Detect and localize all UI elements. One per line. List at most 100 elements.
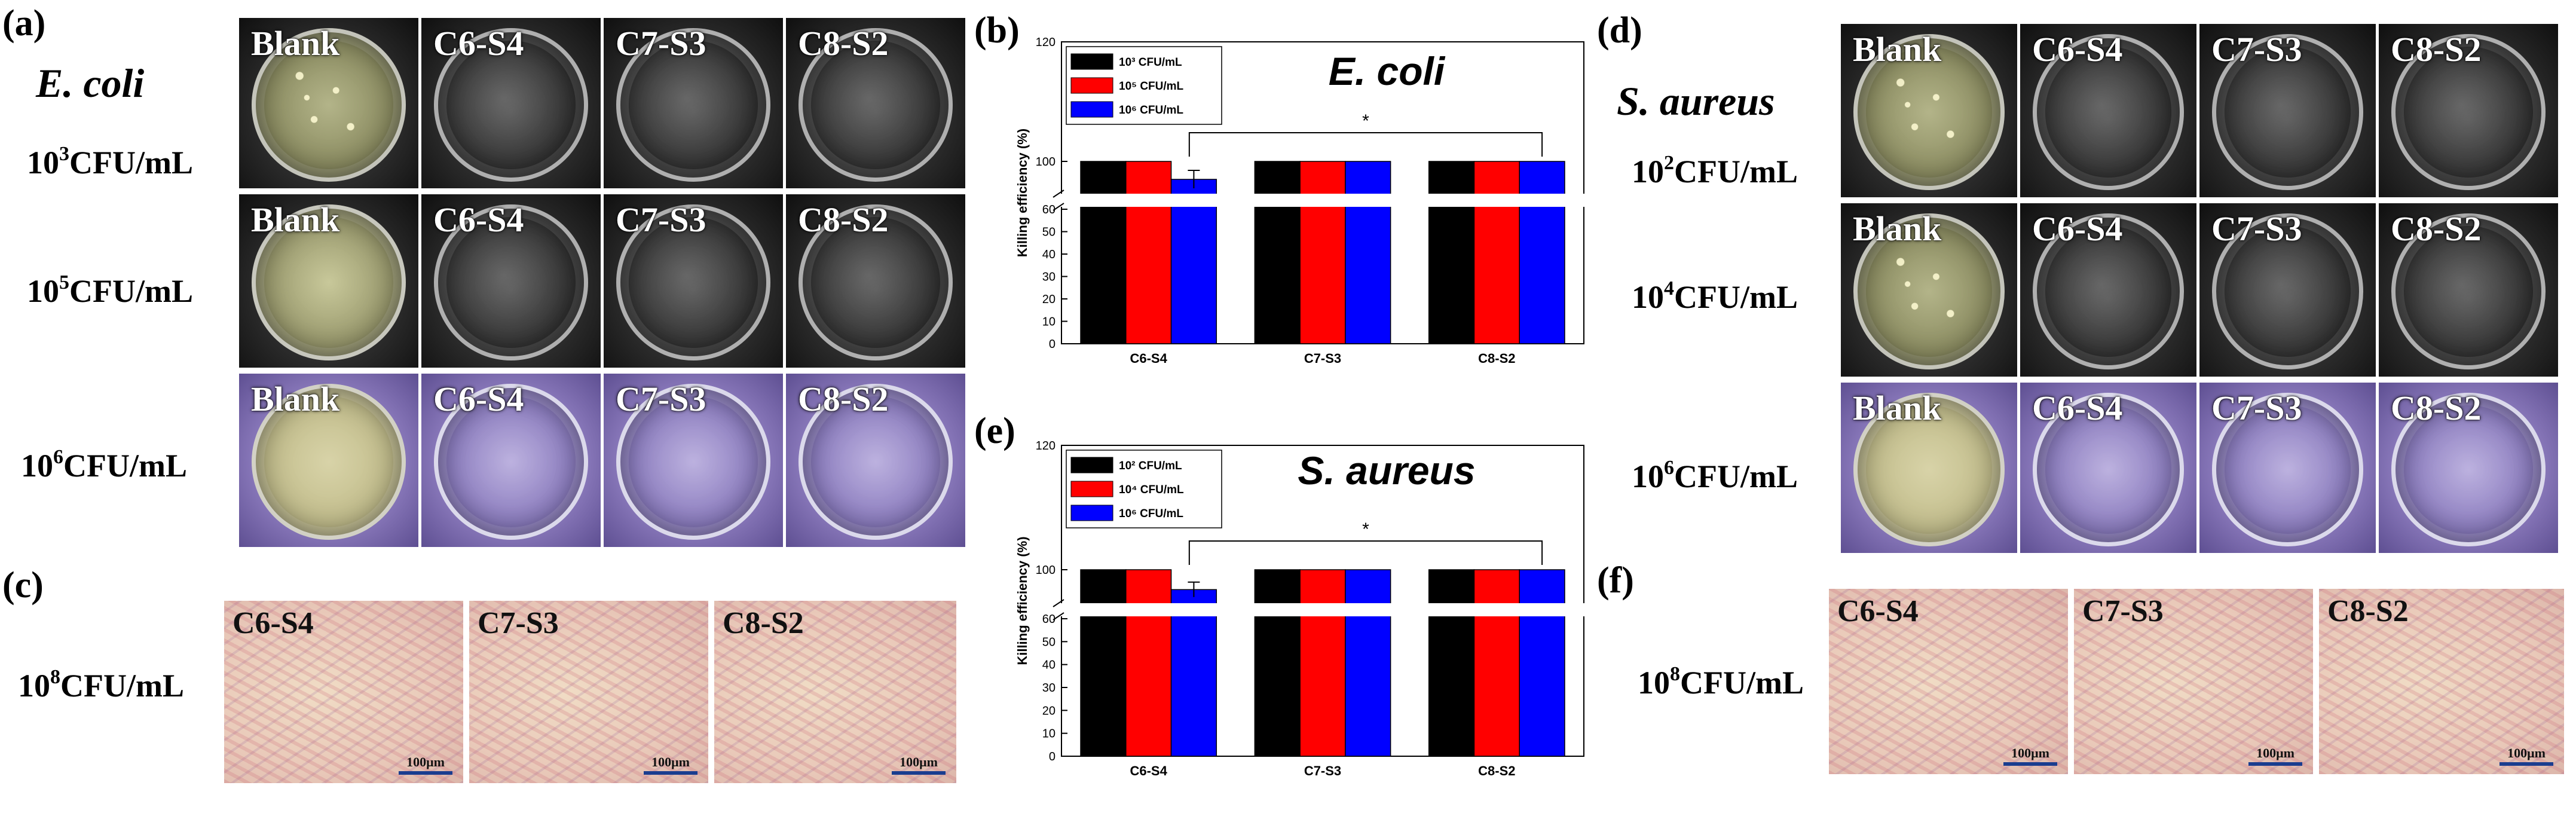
axis-break-mark [1053, 599, 1064, 607]
legend-swatch [1070, 77, 1113, 94]
tile-label: C8-S2 [798, 380, 889, 418]
tile-label: Blank [251, 200, 340, 239]
y-tick-label: 40 [1042, 659, 1056, 672]
significance-bracket [1188, 132, 1543, 157]
legend-swatch [1070, 457, 1113, 473]
bar [1299, 569, 1346, 757]
petri-dish-photo: C8-S2 [2379, 383, 2558, 553]
histology-image: C8-S2 100μm [714, 601, 956, 783]
petri-dish-photo: C7-S3 [604, 194, 783, 368]
y-tick-label: 60 [1042, 613, 1056, 626]
tile-label: C6-S4 [232, 606, 314, 640]
tile-label: C7-S3 [616, 380, 706, 418]
legend-swatch [1070, 53, 1113, 70]
legend-swatch [1070, 505, 1113, 521]
histology-image: C6-S4 100μm [224, 601, 463, 783]
tile-label: C7-S3 [478, 606, 559, 640]
tile-label: C6-S4 [433, 200, 524, 239]
tile-label: C6-S4 [2032, 209, 2123, 248]
petri-dish-photo: Blank [1841, 24, 2017, 197]
panel-label-f: (f) [1597, 560, 1634, 601]
axis-break-mark [1053, 190, 1064, 198]
petri-dish-photo: C8-S2 [2379, 24, 2558, 197]
panel-label-b: (b) [974, 10, 1020, 51]
tile-label: C7-S3 [616, 24, 706, 63]
tile-label: Blank [251, 380, 340, 418]
bar [1519, 569, 1565, 757]
bar [1125, 569, 1172, 757]
histology-image: C8-S2 100μm [2319, 589, 2564, 774]
x-tick-label: C8-S2 [1478, 763, 1515, 778]
bar [1519, 161, 1565, 344]
bar [1345, 161, 1391, 344]
petri-dish-photo: C6-S4 [2020, 383, 2196, 553]
tile-label: Blank [1853, 389, 1942, 427]
bar [1170, 589, 1217, 757]
tile-label: C6-S4 [433, 24, 524, 63]
bar [1428, 161, 1475, 344]
y-tick-label: 100 [1036, 564, 1056, 577]
petri-dish-photo: C6-S4 [421, 374, 601, 547]
bar [1125, 161, 1172, 344]
petri-dish-photo: C6-S4 [421, 18, 601, 188]
chart-e: 0 10 20 30 40 50 60 100 120 Killing efficiency (%… [986, 421, 1602, 813]
species-label-saureus: S. aureus [1617, 78, 1775, 124]
petri-dish-photo: C7-S3 [604, 374, 783, 547]
legend-label: 10³ CFU/mL [1119, 56, 1182, 69]
tile-label: C8-S2 [2391, 209, 2482, 248]
histology-image: C7-S3 100μm [469, 601, 708, 783]
y-tick-label: 50 [1042, 226, 1056, 239]
panel-label-c: (c) [2, 565, 44, 606]
axis-break-gap [1057, 603, 1589, 616]
bar [1080, 161, 1127, 344]
conc-label: 105CFU/mL [27, 271, 193, 309]
y-tick-label: 120 [1036, 439, 1056, 453]
petri-dish-photo: Blank [239, 374, 418, 547]
petri-dish-photo: C8-S2 [786, 18, 965, 188]
scale-bar: 100μm [892, 754, 946, 775]
y-tick-label: 20 [1042, 704, 1056, 717]
conc-label: 108CFU/mL [18, 666, 184, 704]
tile-label: C6-S4 [2032, 30, 2123, 69]
tile-label: C6-S4 [2032, 389, 2123, 427]
y-tick-label: 50 [1042, 635, 1056, 649]
legend-label: 10² CFU/mL [1119, 460, 1182, 472]
bar [1473, 161, 1520, 344]
y-tick-label: 60 [1042, 203, 1056, 216]
significance-star: * [1362, 519, 1369, 539]
scale-bar: 100μm [399, 754, 452, 775]
chart-b: 0 10 20 30 40 50 60 100 120 Killing efficiency (%… [986, 12, 1602, 407]
petri-dish-photo: C6-S4 [2020, 24, 2196, 197]
tile-label: C6-S4 [433, 380, 524, 418]
bar [1299, 161, 1346, 344]
bar [1254, 161, 1301, 344]
tile-label: C7-S3 [2082, 594, 2164, 628]
panel-label-a: (a) [2, 3, 46, 44]
legend-swatch [1070, 481, 1113, 497]
y-tick-label: 30 [1042, 681, 1056, 695]
petri-dish-photo: C7-S3 [2199, 383, 2376, 553]
legend: 10³ CFU/mL 10⁵ CFU/mL 10⁶ CFU/mL [1066, 46, 1222, 125]
petri-dish-photo: C8-S2 [2379, 203, 2558, 377]
bar-chart-saureus: 0 10 20 30 40 50 60 100 120 Killing efficiency (%… [1015, 439, 1589, 778]
tile-label: C8-S2 [2391, 30, 2482, 69]
significance-bracket [1188, 540, 1543, 565]
y-tick-label: 100 [1036, 155, 1056, 169]
petri-dish-photo: C8-S2 [786, 194, 965, 368]
petri-dish-photo: C8-S2 [786, 374, 965, 547]
axis-break-gap [1057, 194, 1589, 207]
significance-star: * [1362, 111, 1369, 131]
petri-dish-photo: C7-S3 [604, 18, 783, 188]
legend-label: 10⁵ CFU/mL [1119, 80, 1184, 93]
tile-label: C7-S3 [2211, 30, 2302, 69]
y-tick-label: 30 [1042, 271, 1056, 284]
tile-label: Blank [251, 24, 340, 63]
y-tick-label: 120 [1036, 36, 1056, 49]
y-tick-label: 40 [1042, 248, 1056, 261]
tile-label: C7-S3 [2211, 389, 2302, 427]
scale-bar: 100μm [2003, 745, 2057, 766]
petri-dish-photo: Blank [239, 18, 418, 188]
panel-label-e: (e) [974, 411, 1015, 451]
tile-label: C8-S2 [798, 200, 889, 239]
tile-label: Blank [1853, 209, 1942, 248]
